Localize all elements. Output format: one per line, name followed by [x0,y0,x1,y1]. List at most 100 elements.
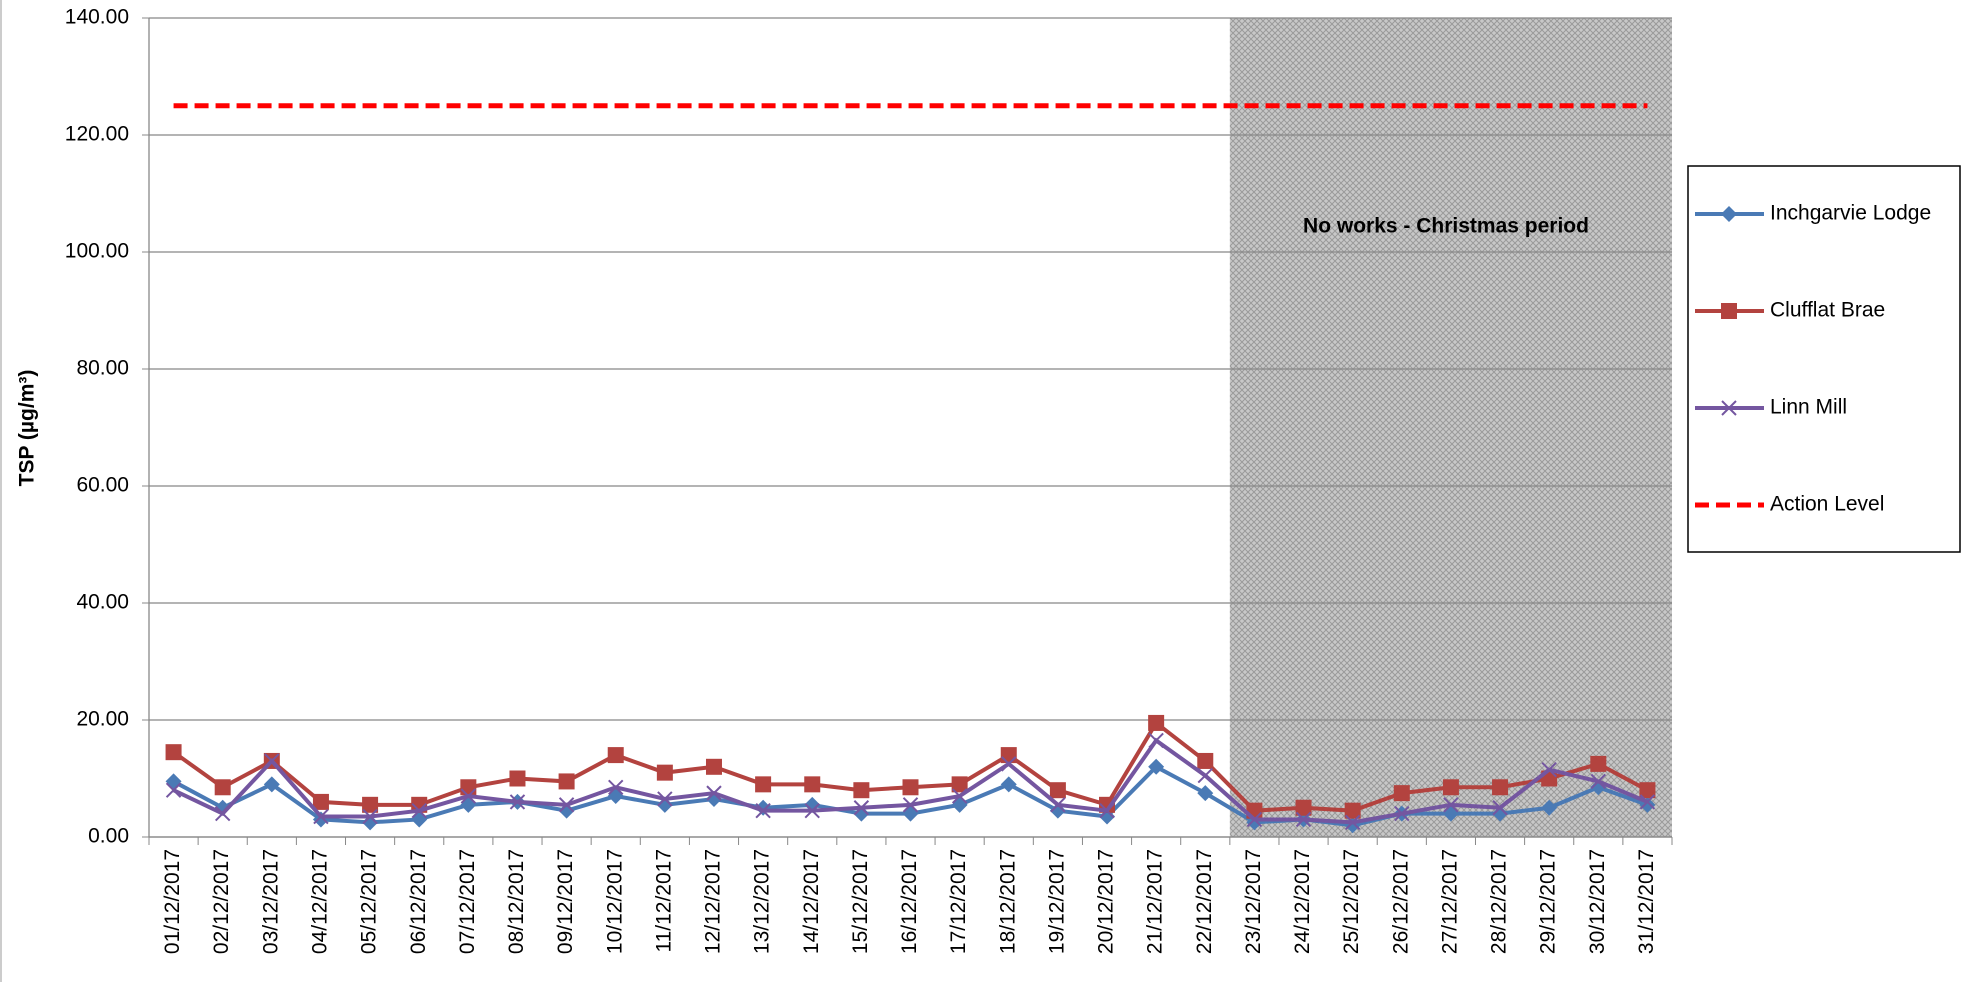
x-tick-label: 09/12/2017 [554,849,577,954]
marker [362,808,378,825]
marker [263,776,280,793]
marker [1393,785,1410,802]
x-tick-label: 27/12/2017 [1438,849,1461,954]
x-tick-label: 28/12/2017 [1488,849,1511,954]
x-tick-label: 12/12/2017 [702,849,725,954]
marker [1639,782,1656,799]
marker [902,805,919,822]
marker [853,782,870,799]
marker [1394,805,1410,822]
marker [312,793,329,810]
marker [853,800,870,816]
marker [1197,752,1214,769]
marker [165,744,182,761]
y-tick-label: 0.00 [88,825,129,848]
marker [1148,732,1164,749]
marker [165,782,182,798]
x-tick-label: 31/12/2017 [1635,849,1658,954]
x-tick-label: 20/12/2017 [1095,849,1118,954]
marker [951,776,968,793]
x-tick-label: 29/12/2017 [1537,849,1560,954]
marker [214,805,231,822]
marker [656,764,673,781]
marker [1721,400,1737,416]
marker [509,770,526,787]
y-tick-label: 20.00 [76,708,129,731]
marker [608,779,624,795]
marker [705,758,722,775]
x-tick-label: 19/12/2017 [1045,849,1068,954]
marker [1590,755,1607,772]
marker [362,796,379,813]
x-tick-label: 10/12/2017 [603,849,626,954]
x-tick-label: 22/12/2017 [1193,849,1216,954]
marker [1197,767,1213,784]
x-tick-label: 11/12/2017 [652,849,675,953]
marker [411,802,427,819]
marker [607,747,624,764]
marker [1295,799,1312,816]
marker [558,773,575,790]
marker [1492,779,1509,796]
x-tick-label: 26/12/2017 [1389,849,1412,954]
y-tick-label: 60.00 [76,474,129,497]
marker [460,788,477,804]
x-tick-label: 04/12/2017 [308,849,331,954]
shaded-region [1229,18,1672,837]
x-tick-label: 24/12/2017 [1291,849,1314,954]
marker [755,776,772,793]
y-tick-label: 40.00 [76,591,129,614]
marker [1148,758,1165,775]
marker [1000,776,1017,793]
marker [1492,805,1509,822]
x-tick-label: 02/12/2017 [210,849,233,954]
marker [755,802,771,819]
legend-label: Clufflat Brae [1770,299,1885,322]
x-tick-label: 05/12/2017 [358,849,381,954]
marker [558,802,575,819]
marker [1442,779,1459,796]
marker [1099,802,1115,819]
marker [1541,799,1558,816]
marker [1492,800,1508,816]
marker [313,808,329,825]
x-tick-label: 14/12/2017 [800,849,823,954]
marker [1295,811,1312,828]
marker [1590,773,1607,790]
marker [1639,794,1656,810]
marker [165,773,182,790]
legend-label: Inchgarvie Lodge [1770,202,1931,225]
x-tick-label: 13/12/2017 [751,849,774,954]
marker [264,753,280,769]
y-tick-label: 100.00 [65,240,129,263]
marker [1721,303,1737,319]
x-tick-label: 23/12/2017 [1242,849,1265,954]
marker [657,791,673,807]
marker [951,796,968,813]
marker [1541,762,1557,778]
x-tick-label: 30/12/2017 [1586,849,1609,954]
marker [509,794,526,810]
y-axis-title: TSP (µg/m³) [16,370,39,487]
marker [706,785,722,801]
marker [804,776,821,793]
marker [656,796,673,813]
y-tick-label: 140.00 [65,6,129,29]
marker [1148,714,1165,731]
legend-label: Action Level [1770,493,1884,516]
marker [411,811,428,828]
legend-label: Linn Mill [1770,396,1847,419]
marker [460,779,477,796]
y-tick-label: 120.00 [65,123,129,146]
x-tick-label: 15/12/2017 [849,849,872,954]
marker [1001,756,1017,772]
x-tick-label: 25/12/2017 [1340,849,1363,954]
marker [1000,747,1017,764]
marker [804,802,820,819]
marker [1443,797,1459,813]
x-tick-label: 21/12/2017 [1144,849,1167,954]
x-tick-label: 08/12/2017 [505,849,528,954]
marker [1197,785,1214,802]
legend [1687,165,1961,553]
